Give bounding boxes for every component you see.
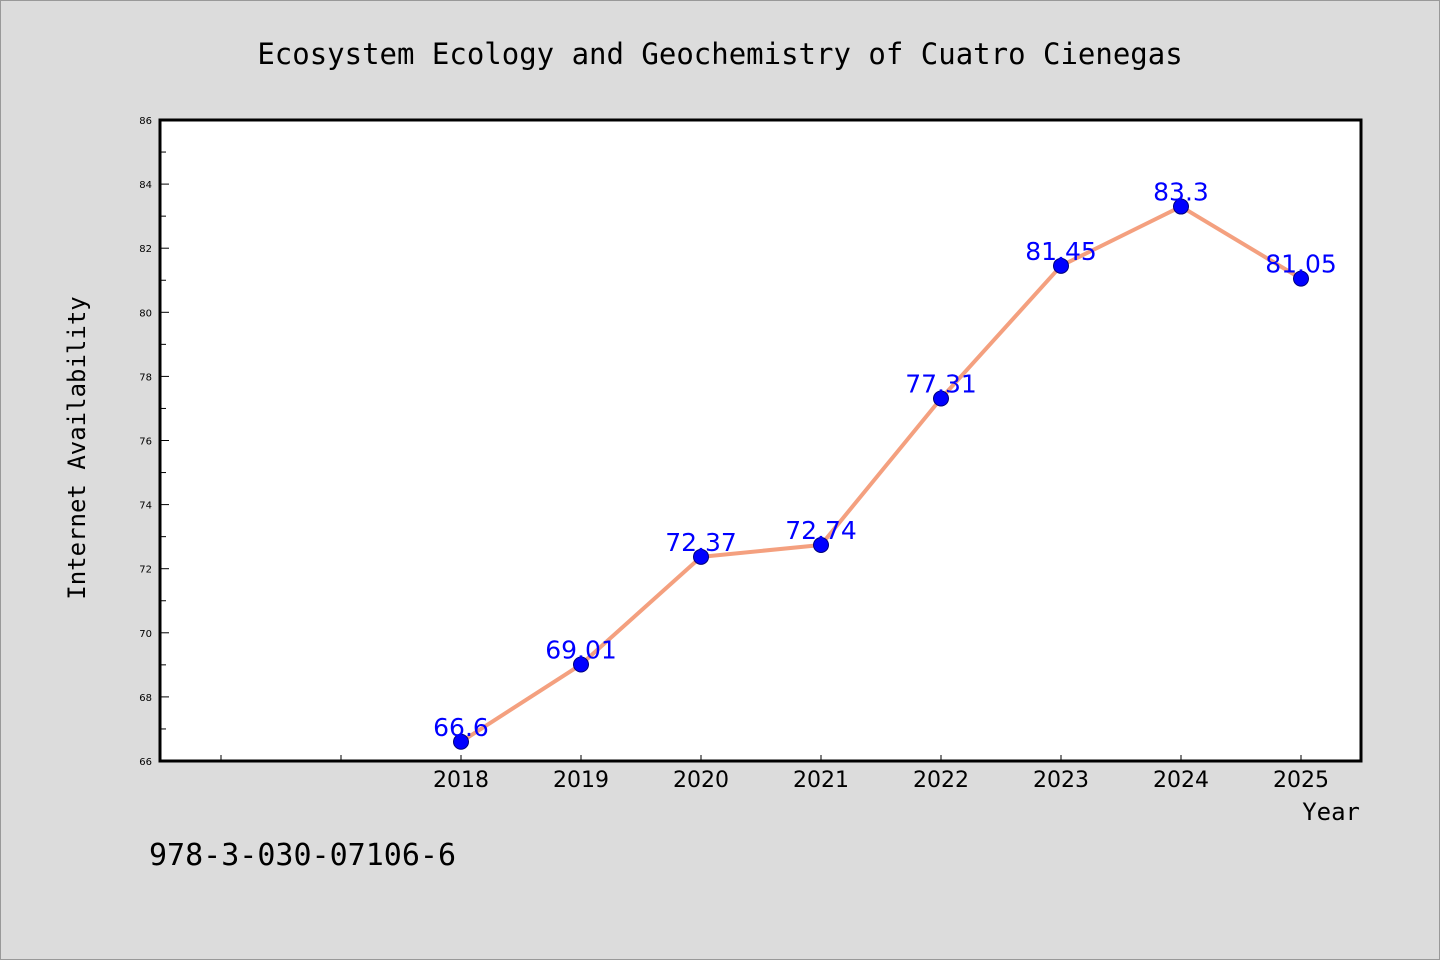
data-point	[813, 536, 829, 553]
series-line-group	[459, 204, 1303, 744]
data-point	[1053, 257, 1069, 274]
data-point	[933, 390, 949, 407]
data-point	[1293, 270, 1309, 287]
x-tick-label: 2022	[913, 768, 969, 793]
y-tick-label: 80	[139, 308, 152, 319]
y-tick-label: 74	[139, 501, 152, 512]
series-line	[459, 204, 1303, 744]
x-tick-label: 2024	[1153, 768, 1209, 793]
data-label: 72.37	[665, 528, 737, 557]
data-label: 69.01	[545, 636, 617, 665]
data-label: 81.45	[1025, 237, 1097, 266]
x-axis-label: Year	[1302, 798, 1360, 826]
y-tick-label: 82	[139, 244, 152, 255]
data-point	[573, 656, 589, 673]
series-markers-group	[453, 198, 1309, 750]
y-axis: 66 68 70 72 74 76 78 80 82 84 86	[139, 116, 169, 768]
x-tick-label: 2019	[553, 768, 609, 793]
data-labels-group: 66.6 69.01 72.37 72.74 77.31 81.45 83.3 81.05	[433, 178, 1337, 742]
x-tick-label: 2021	[793, 768, 849, 793]
data-label: 72.74	[785, 516, 857, 545]
y-tick-label: 86	[139, 116, 152, 127]
plot-area	[158, 118, 1363, 763]
chart-title: Ecosystem Ecology and Geochemistry of Cu…	[257, 37, 1182, 71]
isbn-footnote: 978-3-030-07106-6	[149, 838, 456, 873]
data-point	[1173, 198, 1189, 215]
y-tick-label: 72	[139, 565, 152, 576]
x-tick-label: 2018	[433, 768, 489, 793]
x-tick-label: 2023	[1033, 768, 1089, 793]
y-tick-label: 68	[139, 693, 152, 704]
y-tick-label: 76	[139, 437, 152, 448]
data-point	[453, 733, 469, 750]
data-label: 77.31	[905, 370, 977, 399]
x-axis: 2018 2019 2020 2021 2022 2023 2024 2025	[220, 755, 1329, 793]
y-tick-label: 78	[139, 372, 152, 383]
x-tick-label: 2020	[673, 768, 729, 793]
x-tick-label: 2025	[1273, 768, 1329, 793]
data-point	[693, 548, 709, 565]
y-tick-label: 66	[139, 757, 152, 768]
y-axis-label: Internet Availability	[63, 296, 91, 599]
data-label: 83.3	[1153, 178, 1209, 207]
y-tick-label: 84	[139, 180, 152, 191]
data-label: 81.05	[1265, 250, 1337, 279]
y-tick-label: 70	[139, 629, 152, 640]
data-label: 66.6	[433, 713, 489, 742]
